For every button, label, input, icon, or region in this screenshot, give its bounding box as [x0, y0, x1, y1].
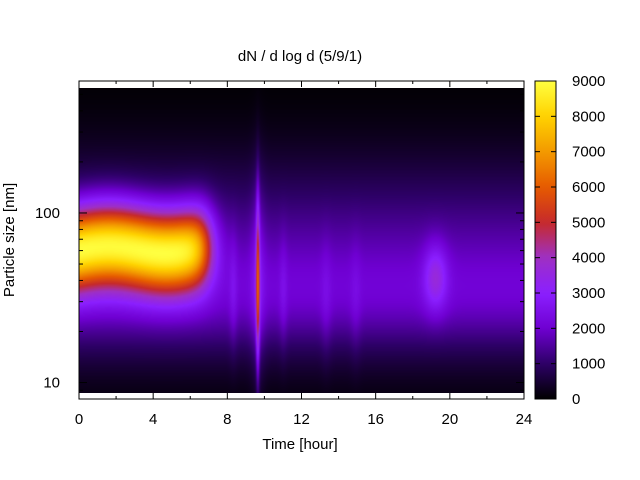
plot-area — [78, 80, 525, 400]
y-tick-label: 10 — [43, 375, 60, 392]
x-tick-label: 24 — [516, 411, 533, 428]
colorbar-ticks: 0 1000 2000 3000 4000 5000 6000 7000 8000 9000 — [535, 73, 605, 408]
colorbar-tick-label: 1000 — [572, 356, 605, 373]
x-tick-label: 8 — [223, 411, 231, 428]
colorbar-tick-label: 6000 — [572, 179, 605, 196]
colorbar-tick-label: 8000 — [572, 108, 605, 125]
colorbar-tick-label: 3000 — [572, 285, 605, 302]
x-tick-label: 16 — [367, 411, 384, 428]
y-axis: 10 100 — [35, 93, 524, 392]
chart-title: dN / d log d (5/9/1) — [238, 48, 362, 65]
colorbar: 0 1000 2000 3000 4000 5000 6000 7000 8000 9000 — [534, 73, 605, 408]
y-tick-label: 100 — [35, 205, 60, 222]
colorbar-tick-label: 0 — [572, 391, 580, 408]
x-tick-label: 12 — [293, 411, 310, 428]
colorbar-frame — [534, 80, 557, 400]
x-axis: 0 4 8 12 16 20 24 — [75, 81, 533, 428]
x-tick-label: 4 — [149, 411, 157, 428]
colorbar-tick-label: 9000 — [572, 73, 605, 90]
x-tick-label: 20 — [441, 411, 458, 428]
heatmap-image — [79, 88, 524, 393]
colorbar-tick-label: 2000 — [572, 320, 605, 337]
y-axis-label: Particle size [nm] — [1, 183, 18, 297]
colorbar-tick-label: 7000 — [572, 144, 605, 161]
colorbar-tick-label: 5000 — [572, 214, 605, 231]
x-tick-label: 0 — [75, 411, 83, 428]
colorbar-gradient — [535, 81, 556, 399]
x-axis-label: Time [hour] — [262, 436, 337, 453]
colorbar-tick-label: 4000 — [572, 250, 605, 267]
